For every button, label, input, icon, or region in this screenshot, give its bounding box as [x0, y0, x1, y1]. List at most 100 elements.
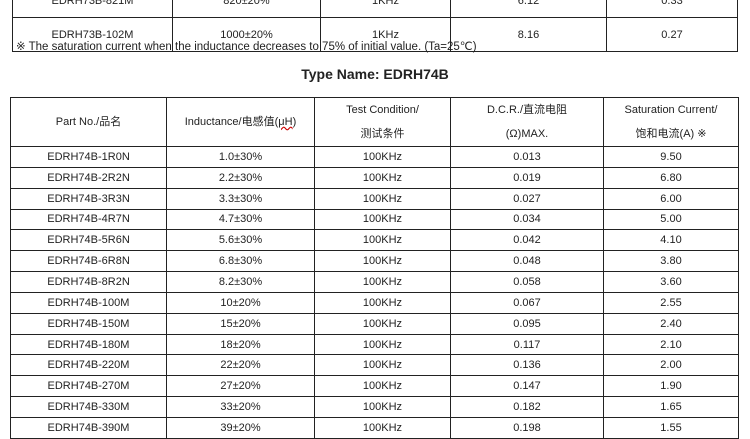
- cell-inductance: 15±20%: [166, 312, 315, 335]
- cell-saturation-current: 6.00: [603, 187, 739, 210]
- cell-part-no: EDRH74B-180M: [10, 333, 167, 356]
- cell-saturation-current: 4.10: [603, 229, 739, 252]
- header-inductance-close: ): [292, 116, 297, 128]
- cell-test-condition: 100KHz: [314, 291, 451, 314]
- cell-inductance: 5.6±30%: [166, 229, 315, 252]
- cell-inductance: 10±20%: [166, 291, 315, 314]
- table-row: EDRH74B-220M 22±20% 100KHz 0.136 2.00: [10, 354, 739, 377]
- cell-dcr: 0.013: [450, 146, 604, 168]
- header-test-en: Test Condition/: [346, 104, 419, 116]
- header-inductance-unit: μH: [278, 116, 293, 128]
- header-test-cn: 测试条件: [360, 128, 405, 140]
- cell-inductance: 39±20%: [166, 416, 315, 439]
- cell-dcr: 0.019: [450, 166, 604, 189]
- cell-part-no: EDRH74B-220M: [10, 354, 167, 377]
- cell-part-no: EDRH74B-4R7N: [10, 208, 167, 231]
- header-dcr-label: D.C.R./直流电阻: [486, 104, 568, 116]
- cell-part-no: EDRH74B-1R0N: [10, 146, 167, 168]
- cell-test-condition: 100KHz: [314, 333, 451, 356]
- cell-test-condition: 1KHz: [320, 0, 451, 18]
- header-dcr-unit: (Ω)MAX.: [505, 128, 549, 140]
- cell-saturation-current: 3.60: [603, 271, 739, 293]
- table-row: EDRH74B-390M 39±20% 100KHz 0.198 1.55: [10, 416, 739, 439]
- cell-saturation-current: 1.90: [603, 375, 739, 398]
- cell-test-condition: 100KHz: [314, 166, 451, 189]
- table-row: EDRH74B-270M 27±20% 100KHz 0.147 1.90: [10, 375, 739, 398]
- cell-dcr: 0.136: [450, 354, 604, 377]
- table-row: EDRH74B-3R3N 3.3±30% 100KHz 0.027 6.00: [10, 187, 739, 210]
- cell-inductance: 33±20%: [166, 396, 315, 418]
- cell-saturation-current: 2.10: [603, 333, 739, 356]
- cell-test-condition: 100KHz: [314, 354, 451, 377]
- header-test-condition: Test Condition/测试条件: [314, 97, 451, 147]
- cell-dcr: 0.034: [450, 208, 604, 231]
- cell-test-condition: 100KHz: [314, 271, 451, 293]
- table-row: EDRH73B-821M 820±20% 1KHz 6.12 0.33: [12, 0, 738, 18]
- cell-dcr: 0.147: [450, 375, 604, 398]
- cell-dcr: 8.16: [450, 17, 607, 52]
- cell-inductance: 27±20%: [166, 375, 315, 398]
- cell-test-condition: 100KHz: [314, 229, 451, 252]
- saturation-note: ※ The saturation current when the induct…: [16, 41, 477, 53]
- cell-inductance: 18±20%: [166, 333, 315, 356]
- cell-part-no: EDRH74B-6R8N: [10, 250, 167, 273]
- cell-dcr: 0.182: [450, 396, 604, 418]
- header-dcr: D.C.R./直流电阻 (Ω)MAX.: [450, 97, 604, 147]
- table-row: EDRH74B-100M 10±20% 100KHz 0.067 2.55: [10, 291, 739, 314]
- cell-inductance: 22±20%: [166, 354, 315, 377]
- table-row: EDRH73B-102M 1000±20% 1KHz 8.16 0.27: [12, 17, 738, 52]
- table-row: EDRH74B-330M 33±20% 100KHz 0.182 1.65: [10, 396, 739, 418]
- cell-saturation-current: 1.55: [603, 416, 739, 439]
- cell-dcr: 0.067: [450, 291, 604, 314]
- cell-part-no: EDRH74B-150M: [10, 312, 167, 335]
- cell-saturation-current: 0.27: [606, 17, 738, 52]
- cell-part-no: EDRH73B-821M: [12, 0, 173, 18]
- cell-test-condition: 100KHz: [314, 312, 451, 335]
- header-part-no: Part No./品名: [10, 97, 167, 147]
- cell-test-condition: 100KHz: [314, 375, 451, 398]
- table-row: EDRH74B-1R0N 1.0±30% 100KHz 0.013 9.50: [10, 146, 739, 168]
- cell-part-no: EDRH74B-330M: [10, 396, 167, 418]
- cell-part-no: EDRH74B-100M: [10, 291, 167, 314]
- cell-saturation-current: 3.80: [603, 250, 739, 273]
- cell-saturation-current: 9.50: [603, 146, 739, 168]
- cell-saturation-current: 6.80: [603, 166, 739, 189]
- cell-inductance: 1000±20%: [172, 17, 321, 52]
- table-row: EDRH74B-180M 18±20% 100KHz 0.117 2.10: [10, 333, 739, 356]
- header-saturation: Saturation Current/饱和电流(A) ※: [603, 97, 739, 147]
- cell-inductance: 3.3±30%: [166, 187, 315, 210]
- cell-test-condition: 100KHz: [314, 396, 451, 418]
- cell-test-condition: 100KHz: [314, 208, 451, 231]
- cell-dcr: 0.027: [450, 187, 604, 210]
- header-sat-cn: 饱和电流(A) ※: [635, 128, 707, 140]
- header-sat-en: Saturation Current/: [624, 104, 718, 116]
- cell-saturation-current: 2.00: [603, 354, 739, 377]
- cell-part-no: EDRH74B-3R3N: [10, 187, 167, 210]
- cell-part-no: EDRH73B-102M: [12, 17, 173, 52]
- cell-dcr: 0.048: [450, 250, 604, 273]
- table-row: EDRH74B-5R6N 5.6±30% 100KHz 0.042 4.10: [10, 229, 739, 252]
- cell-saturation-current: 0.33: [606, 0, 738, 18]
- cell-part-no: EDRH74B-390M: [10, 416, 167, 439]
- table-row: EDRH74B-2R2N 2.2±30% 100KHz 0.019 6.80: [10, 166, 739, 189]
- table-row: EDRH74B-150M 15±20% 100KHz 0.095 2.40: [10, 312, 739, 335]
- cell-saturation-current: 5.00: [603, 208, 739, 231]
- cell-dcr: 0.095: [450, 312, 604, 335]
- cell-part-no: EDRH74B-8R2N: [10, 271, 167, 293]
- previous-spec-table: EDRH73B-821M 820±20% 1KHz 6.12 0.33 EDRH73B-1…: [12, 0, 738, 52]
- cell-test-condition: 100KHz: [314, 187, 451, 210]
- cell-dcr: 0.117: [450, 333, 604, 356]
- cell-inductance: 4.7±30%: [166, 208, 315, 231]
- cell-test-condition: 100KHz: [314, 416, 451, 439]
- cell-inductance: 6.8±30%: [166, 250, 315, 273]
- cell-saturation-current: 2.55: [603, 291, 739, 314]
- cell-inductance: 8.2±30%: [166, 271, 315, 293]
- cell-part-no: EDRH74B-5R6N: [10, 229, 167, 252]
- cell-part-no: EDRH74B-270M: [10, 375, 167, 398]
- cell-part-no: EDRH74B-2R2N: [10, 166, 167, 189]
- cell-test-condition: 100KHz: [314, 250, 451, 273]
- header-inductance: Inductance/电感值(μH): [166, 97, 315, 147]
- table-row: EDRH74B-8R2N 8.2±30% 100KHz 0.058 3.60: [10, 271, 739, 293]
- cell-test-condition: 1KHz: [320, 17, 451, 52]
- cell-dcr: 0.198: [450, 416, 604, 439]
